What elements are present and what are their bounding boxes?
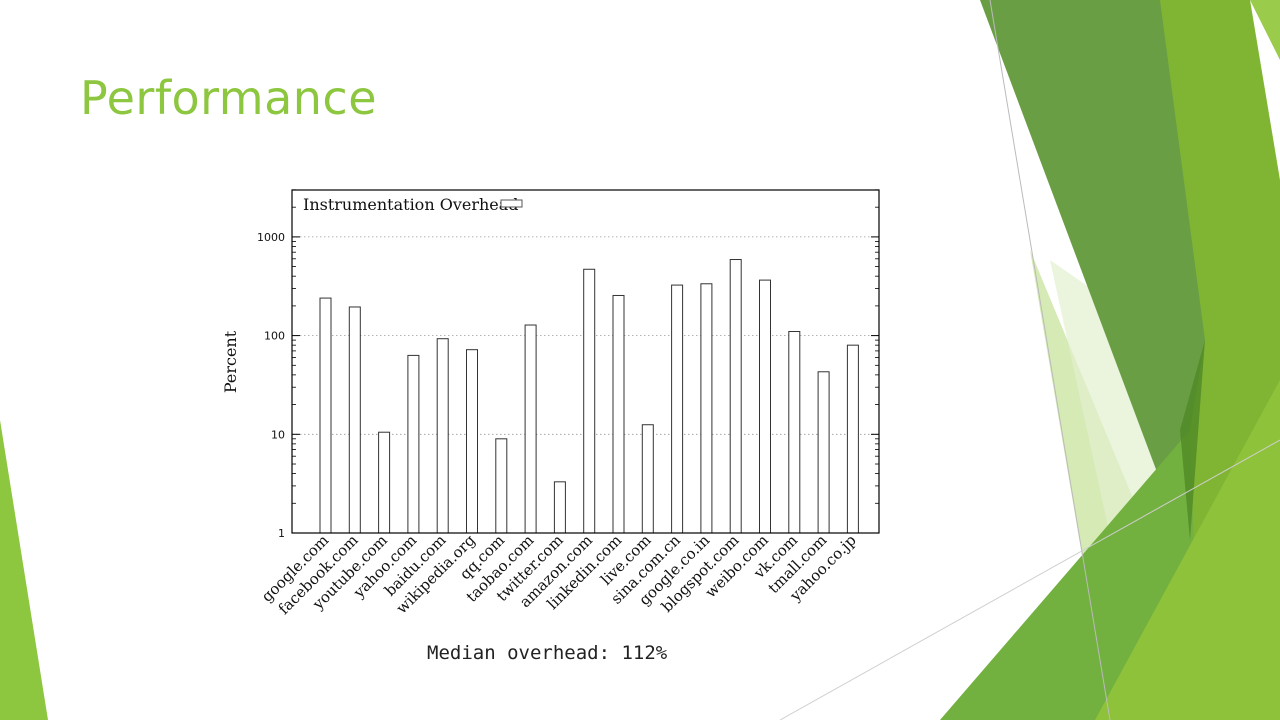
y-tick-label: 10 (271, 428, 285, 441)
left-accent-strip (0, 420, 48, 720)
bar-baidu-com (436, 338, 449, 534)
decor-shape-bottom-deep (1180, 340, 1205, 540)
bar-google-com (319, 297, 332, 534)
bar-amazon-com (583, 268, 596, 534)
decor-shape-bright (1250, 0, 1280, 60)
y-tick-label: 100 (264, 330, 285, 343)
decor-line-2 (779, 439, 1280, 720)
y-tick-label: 1000 (257, 231, 285, 244)
y-axis-label: Percent (221, 330, 240, 393)
bar-live-com (641, 424, 654, 534)
bar-tmall-com (817, 371, 830, 534)
decor-shape-bottom-bright (1095, 380, 1280, 720)
bar-sina-com-cn (671, 284, 684, 534)
legend-swatch (500, 199, 523, 208)
bar-blogspot-com (729, 259, 742, 534)
bar-yahoo-com (407, 354, 420, 534)
bar-linkedin-com (612, 294, 625, 534)
y-axis-ticks: 1 10 100 1000 (257, 189, 879, 540)
bar-taobao-com (524, 324, 537, 534)
bar-wikipedia-org (466, 349, 478, 534)
bar-twitter-com (553, 481, 566, 534)
plot-frame (291, 189, 880, 534)
decor-line-1 (989, 0, 1111, 720)
bar-youtube-com (378, 431, 391, 534)
bar-google-co-in (700, 283, 713, 534)
bars (319, 259, 859, 534)
bar-yahoo-co-jp (846, 344, 859, 534)
slide-title: Performance (80, 71, 377, 125)
bar-facebook-com (348, 306, 361, 534)
bar-weibo-com (759, 279, 771, 534)
x-axis-ticks: google.comfacebook.comyoutube.comyahoo.c… (258, 531, 860, 618)
median-overhead-caption: Median overhead: 112% (427, 642, 668, 664)
decor-shape-dark (980, 0, 1205, 520)
bar-vk-com (788, 331, 801, 534)
y-tick-label: 1 (278, 527, 285, 540)
bar-qq-com (495, 438, 508, 534)
legend-label: Instrumentation Overhead (303, 195, 519, 214)
